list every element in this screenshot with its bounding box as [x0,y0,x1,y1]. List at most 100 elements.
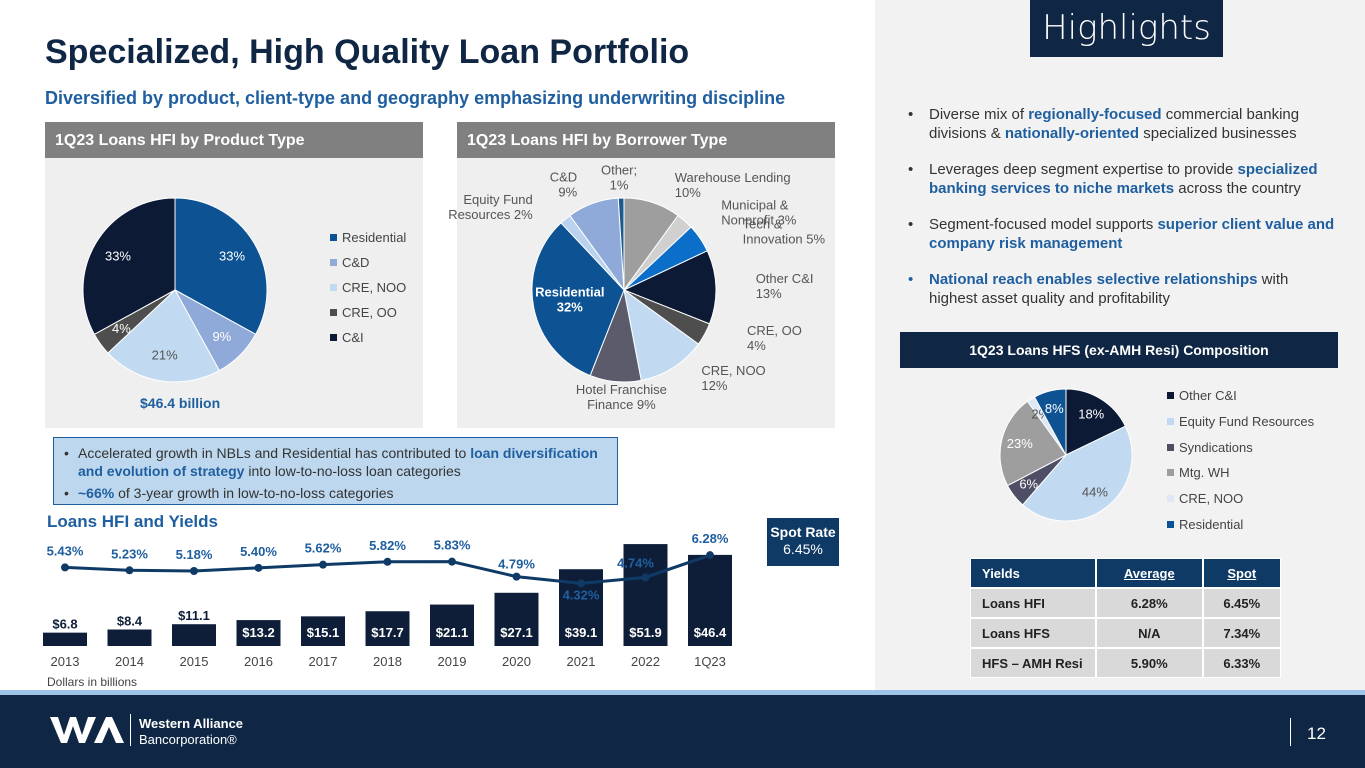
callout-text: Accelerated growth in NBLs and Residenti… [78,445,471,461]
footer-stripe [0,690,1365,695]
slice-label: CRE, OO 4% [747,323,802,353]
yield-point [61,563,69,572]
x-tick-label: 2018 [373,654,402,669]
product-total: $46.4 billion [140,395,221,411]
pie-slice [1065,388,1127,456]
highlight-item: Diverse mix of regionally-focused commer… [908,105,1338,143]
highlight-bold-text: nationally-oriented [1004,125,1140,142]
product-type-pie-chart: 33% 9% 21% 4% 33% [82,197,268,383]
pie-slice [623,288,700,381]
legend-swatch [330,234,337,241]
bar [107,629,152,646]
slice-label: Hotel Franchise Finance 9% [576,382,667,412]
legend-label: C&I [342,330,364,345]
slice-label: CRE, NOO 12% [701,363,765,393]
bar-value-label: $27.1 [500,625,533,640]
legend-item: C&I [330,325,406,350]
callout-text: of 3-year growth in low-to-no-loss categ… [114,485,394,501]
x-tick-label: 2013 [51,654,80,669]
legend-label: Residential [1179,516,1244,532]
pie-slice [622,250,717,325]
bar-value-label: $8.4 [117,614,143,629]
highlight-bold-text: specialized banking services to niche ma… [929,161,1318,197]
yield-label: 5.82% [369,538,406,553]
x-tick-label: 2019 [438,654,467,669]
yield-point [512,572,521,581]
hfs-composition-header: 1Q23 Loans HFS (ex-AMH Resi) Composition [900,332,1338,368]
legend-swatch [1167,495,1174,503]
legend-label: Equity Fund Resources [1179,414,1315,430]
x-tick-label: 2017 [309,654,338,669]
slice-label: Tech & Innovation 5% [743,217,826,247]
yield-label: 5.43% [47,543,84,558]
page-number: 12 [1307,724,1326,743]
legend-swatch [330,259,337,266]
highlight-text: with highest asset quality and profitabi… [929,271,1289,307]
bar [365,611,410,646]
legend-item: CRE, OO [330,300,406,325]
legend-label: Syndications [1179,439,1253,455]
highlight-text: Diverse mix of [929,106,1029,123]
bar-value-label: $21.1 [436,625,469,640]
yield-label: 4.32% [563,587,600,602]
pie-slice [174,197,268,336]
legend-swatch [1167,520,1174,528]
callout-item: Accelerated growth in NBLs and Residenti… [64,444,607,480]
yield-label: 5.83% [434,538,471,553]
hfs-pie-chart: 18%44%6%23%2%8% [999,388,1133,522]
yield-point [577,579,585,588]
pie-slice [107,289,221,383]
highlight-text: Leverages deep segment expertise to prov… [929,161,1238,178]
x-tick-label: 2022 [631,654,660,669]
pie-slice [617,197,625,291]
logo-divider [130,714,131,746]
table-cell: N/A [1096,618,1203,648]
yield-point [125,566,134,575]
slice-label: 23% [1007,436,1033,451]
slice-label: Residential 32% [535,284,604,314]
yield-point [383,557,392,566]
bar [623,544,668,646]
pie-slice [1022,425,1133,522]
highlight-bold-text: National reach enables selective relatio… [929,271,1258,288]
callout-item: ~66% of 3-year growth in low-to-no-loss … [64,484,607,502]
hfs-legend: Other C&I Equity Fund Resources Syndicatio… [1167,383,1314,537]
legend-label: C&D [342,255,370,270]
legend-swatch [1167,469,1174,477]
legend-swatch [1167,418,1174,426]
legend-item: CRE, NOO [1167,486,1314,512]
legend-item: C&D [330,250,406,275]
highlight-text: commercial banking divisions & [929,106,1300,142]
table-cell: 7.34% [1202,618,1281,648]
legend-swatch [330,309,337,316]
column-header: Average [1096,558,1203,588]
legend-item: Residential [1167,511,1314,537]
table-cell: Loans HFI [970,588,1096,618]
pie-slice [531,222,625,377]
company-logo-icon [50,717,124,743]
legend-swatch [1167,443,1174,451]
page-title: Specialized, High Quality Loan Portfolio [45,33,690,71]
slice-label: C&D 9% [550,169,578,199]
loans-hfi-title: Loans HFI and Yields [47,512,218,531]
page-subtitle: Diversified by product, client-type and … [45,88,786,108]
bar-value-label: $15.1 [307,625,340,640]
legend-item: Other C&I [1167,383,1314,409]
bar-value-label: $6.8 [52,617,77,632]
slice-label: Other C&I 13% [756,271,814,301]
growth-callout: Accelerated growth in NBLs and Residenti… [53,437,618,505]
table-cell: 5.90% [1096,648,1203,678]
loans-hfi-chart: $6.8 2013 $8.4 2014 $11.1 2015 $13.2 2016 $15.1 2… [43,531,732,669]
legend-item: Mtg. WH [1167,460,1314,486]
yield-point [319,560,327,569]
legend-label: Mtg. WH [1179,465,1230,481]
yield-point [190,567,198,576]
x-tick-label: 1Q23 [694,654,726,669]
legend-label: Other C&I [1179,388,1237,404]
pie-slice [1033,388,1067,456]
footer [0,690,1365,768]
yield-label: 5.40% [240,544,277,559]
highlights-tag: Highlights [1030,0,1223,57]
borrower-type-panel: 1Q23 Loans HFI by Borrower Type Warehous… [448,122,835,428]
yields-table: Yields Average Spot Loans HFI 6.28% 6.45… [970,558,1281,678]
